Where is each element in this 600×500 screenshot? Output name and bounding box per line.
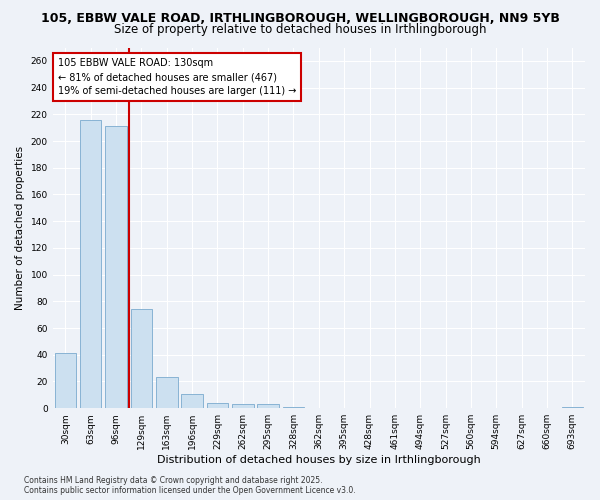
Bar [156,378,178,408]
Bar [80,120,101,408]
Text: Size of property relative to detached houses in Irthlingborough: Size of property relative to detached ho… [114,22,486,36]
Text: 105, EBBW VALE ROAD, IRTHLINGBOROUGH, WELLINGBOROUGH, NN9 5YB: 105, EBBW VALE ROAD, IRTHLINGBOROUGH, WE… [41,12,559,26]
Text: 105 EBBW VALE ROAD: 130sqm
← 81% of detached houses are smaller (467)
19% of sem: 105 EBBW VALE ROAD: 130sqm ← 81% of deta… [58,58,296,96]
Bar [562,407,583,408]
Bar [181,394,203,408]
X-axis label: Distribution of detached houses by size in Irthlingborough: Distribution of detached houses by size … [157,455,481,465]
Bar [206,403,228,408]
Bar [55,354,76,408]
Bar [232,404,254,408]
Y-axis label: Number of detached properties: Number of detached properties [15,146,25,310]
Text: Contains HM Land Registry data © Crown copyright and database right 2025.
Contai: Contains HM Land Registry data © Crown c… [24,476,356,495]
Bar [131,310,152,408]
Bar [283,407,304,408]
Bar [105,126,127,408]
Bar [257,404,279,408]
